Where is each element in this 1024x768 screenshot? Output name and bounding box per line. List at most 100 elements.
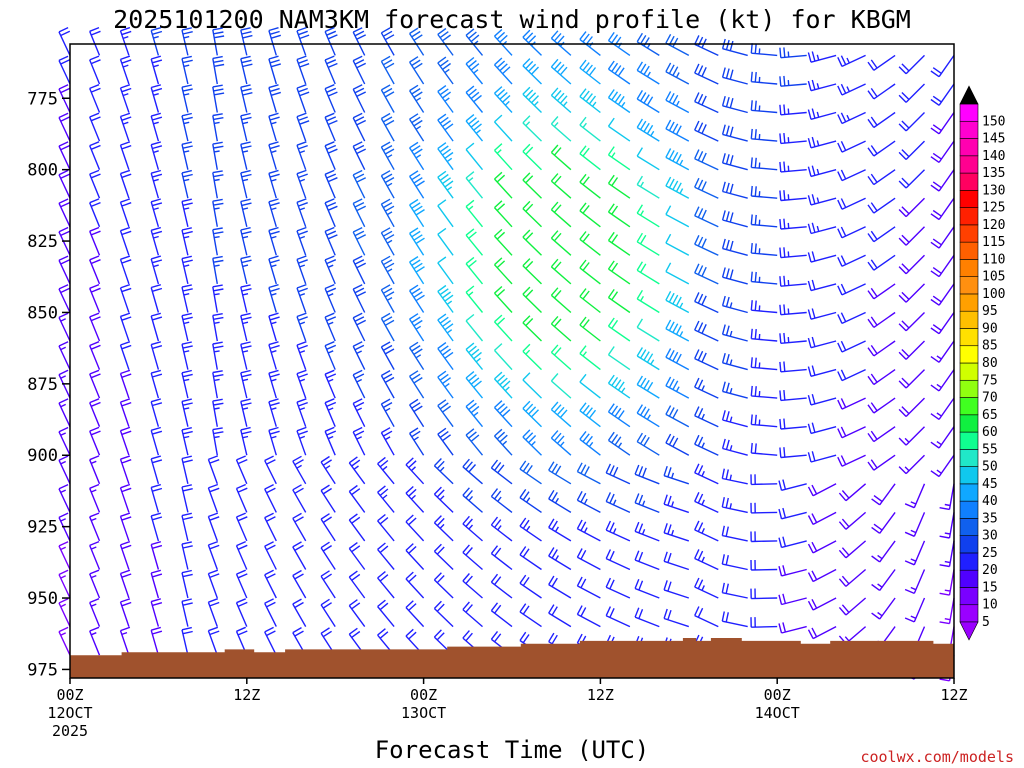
wind-barb: [119, 398, 132, 427]
wind-barb: [465, 256, 484, 285]
wind-barb: [807, 394, 837, 406]
colorbar-swatch: [959, 449, 979, 467]
wind-barb: [490, 602, 513, 628]
wind-barb: [58, 341, 71, 370]
wind-barb: [493, 228, 513, 256]
wind-barb: [694, 492, 719, 514]
x-tick-label: 12Z: [587, 686, 614, 704]
wind-barb: [409, 141, 425, 171]
colorbar-swatch: [959, 207, 979, 226]
wind-barb: [522, 343, 542, 371]
wind-barb: [838, 540, 867, 559]
wind-barb: [750, 357, 778, 371]
wind-barb: [607, 174, 631, 199]
wind-barb: [579, 231, 601, 256]
x-tick-label: 00Z: [410, 686, 437, 704]
wind-barb: [579, 88, 601, 114]
wind-barb: [380, 198, 395, 228]
wind-barb: [240, 312, 252, 342]
wind-barb: [750, 100, 778, 114]
wind-barb: [324, 398, 337, 427]
wind-barb: [268, 141, 280, 170]
colorbar-label: 55: [982, 442, 998, 457]
wind-barb: [807, 422, 837, 435]
wind-barb: [465, 142, 484, 171]
wind-barb: [89, 283, 101, 313]
wind-barb: [437, 399, 454, 428]
wind-barb: [607, 317, 631, 342]
colorbar-label: 20: [982, 563, 998, 578]
wind-barb: [212, 313, 224, 342]
wind-barb: [268, 55, 281, 85]
wind-barb: [58, 369, 71, 399]
wind-barb: [636, 232, 660, 256]
wind-barb: [409, 198, 425, 228]
colorbar-label: 135: [982, 166, 1005, 181]
wind-barb: [352, 112, 367, 142]
wind-barb: [930, 169, 955, 192]
wind-barb: [240, 112, 252, 142]
wind-barb: [240, 284, 252, 313]
wind-barb: [930, 397, 955, 420]
wind-barb: [181, 227, 193, 256]
colorbar-swatch: [959, 345, 979, 364]
wind-barb: [807, 511, 837, 526]
wind-barb: [296, 112, 310, 142]
wind-barb: [665, 176, 690, 199]
wind-barb: [320, 541, 336, 570]
wind-barb: [58, 426, 71, 456]
wind-barb: [324, 426, 337, 456]
wind-barb: [264, 512, 277, 542]
wind-barb: [519, 574, 542, 599]
colorbar-swatch: [959, 431, 979, 450]
wind-barb: [930, 454, 955, 478]
wind-barb: [181, 55, 193, 85]
colorbar-swatch: [959, 414, 979, 433]
wind-barb: [212, 198, 224, 227]
wind-barb: [212, 284, 224, 313]
wind-barb: [807, 79, 837, 92]
wind-barb: [89, 26, 101, 56]
wind-barb: [665, 205, 690, 228]
wind-barb: [380, 284, 395, 313]
wind-barb: [867, 426, 896, 443]
colorbar-label: 100: [982, 287, 1005, 302]
wind-barb: [750, 185, 778, 199]
wind-barb: [493, 343, 513, 371]
wind-barb: [939, 569, 955, 596]
wind-barb: [264, 626, 277, 656]
wind-barb: [867, 140, 896, 157]
wind-barb: [493, 257, 513, 285]
wind-barb: [437, 313, 454, 342]
wind-barb: [380, 369, 395, 399]
wind-barb: [465, 285, 484, 313]
wind-barb: [119, 226, 132, 256]
wind-barb: [490, 573, 513, 599]
wind-barb: [181, 27, 193, 56]
wind-barb: [150, 369, 163, 399]
wind-barb: [837, 397, 866, 410]
wind-barb: [320, 570, 336, 599]
colorbar-swatch: [959, 120, 979, 139]
wind-barb: [579, 345, 601, 371]
x-tick-label: 12OCT: [47, 704, 92, 722]
wind-barb: [904, 512, 926, 537]
wind-barb: [779, 275, 807, 287]
wind-barb: [235, 512, 248, 542]
wind-barb: [181, 341, 193, 370]
wind-barb: [437, 427, 454, 456]
wind-barb: [150, 27, 163, 56]
wind-barb: [871, 597, 896, 620]
wind-barb: [58, 55, 71, 85]
wind-barb: [437, 256, 454, 285]
wind-barb: [324, 226, 338, 256]
colorbar-swatch: [959, 172, 979, 191]
wind-barb: [58, 541, 71, 570]
wind-barb: [548, 489, 572, 513]
wind-barb: [930, 426, 955, 449]
wind-barb: [240, 198, 252, 227]
wind-barb: [377, 456, 395, 485]
wind-barb: [119, 55, 132, 85]
wind-barb: [264, 598, 277, 627]
wind-barb: [119, 455, 132, 485]
